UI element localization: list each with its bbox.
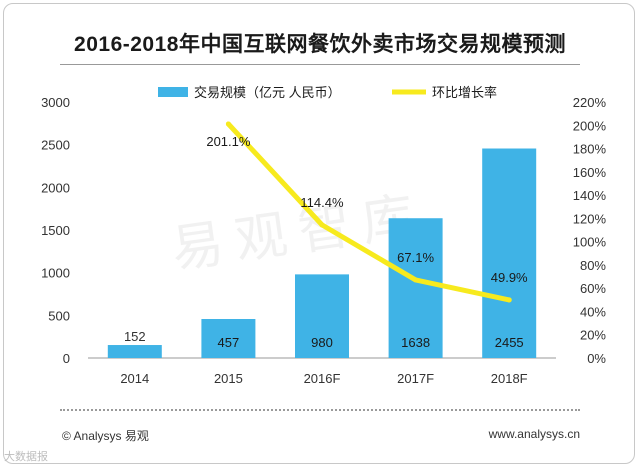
x-axis-tick-label: 2018F xyxy=(491,371,528,386)
right-axis-tick-label: 0% xyxy=(587,351,606,366)
bar-value-label: 457 xyxy=(218,335,240,350)
x-axis-tick-label: 2014 xyxy=(120,371,149,386)
growth-rate-point xyxy=(413,277,419,283)
right-axis-tick-label: 200% xyxy=(573,118,607,133)
footer-copyright: © Analysys 易观 xyxy=(62,429,149,443)
right-axis-tick-label: 180% xyxy=(573,142,607,157)
footer-divider xyxy=(60,409,580,411)
x-axis-tick-label: 2017F xyxy=(397,371,434,386)
growth-rate-point xyxy=(506,297,512,303)
corner-watermark: 大数据报 xyxy=(4,451,48,463)
growth-rate-label: 67.1% xyxy=(397,250,434,265)
left-axis-tick-label: 1500 xyxy=(41,223,70,238)
right-axis-tick-label: 100% xyxy=(573,235,607,250)
x-axis-tick-label: 2015 xyxy=(214,371,243,386)
right-axis-tick-label: 40% xyxy=(580,304,606,319)
right-axis-tick-label: 20% xyxy=(580,328,606,343)
right-axis-tick-label: 120% xyxy=(573,211,607,226)
right-axis-tick-label: 80% xyxy=(580,258,606,273)
left-axis-tick-label: 1000 xyxy=(41,266,70,281)
bar-2018F xyxy=(482,148,537,358)
bar-value-label: 1638 xyxy=(401,335,430,350)
right-axis-tick-label: 140% xyxy=(573,188,607,203)
left-axis-tick-label: 500 xyxy=(48,308,70,323)
growth-rate-point xyxy=(319,222,325,228)
bar-2014 xyxy=(107,345,162,358)
growth-rate-label: 114.4% xyxy=(300,195,344,210)
bar-2017F xyxy=(388,218,443,358)
bar-value-label: 2455 xyxy=(495,335,524,350)
left-axis-tick-label: 0 xyxy=(63,351,70,366)
left-axis-tick-label: 3000 xyxy=(41,95,70,110)
legend-bar-swatch xyxy=(158,87,188,97)
footer-website: www.analysys.cn xyxy=(488,427,580,441)
growth-rate-label: 201.1% xyxy=(206,134,251,149)
growth-rate-point xyxy=(225,121,231,127)
bar-2015 xyxy=(201,319,256,358)
growth-rate-line xyxy=(225,121,512,303)
bar-2016F xyxy=(295,274,349,358)
legend-bar-label: 交易规模（亿元 人民币） xyxy=(194,85,341,100)
right-axis-tick-label: 60% xyxy=(580,281,606,296)
right-axis-tick-label: 160% xyxy=(573,165,607,180)
bar-value-label: 152 xyxy=(124,329,146,344)
bar-value-label: 980 xyxy=(311,335,333,350)
chart-title: 2016-2018年中国互联网餐饮外卖市场交易规模预测 xyxy=(74,33,566,56)
left-axis-tick-label: 2500 xyxy=(41,138,70,153)
x-axis-tick-label: 2016F xyxy=(304,371,341,386)
legend-line-label: 环比增长率 xyxy=(432,85,497,100)
growth-rate-label: 49.9% xyxy=(491,270,528,285)
left-axis-tick-label: 2000 xyxy=(41,180,70,195)
right-axis-tick-label: 220% xyxy=(573,95,607,110)
title-divider xyxy=(60,64,580,65)
